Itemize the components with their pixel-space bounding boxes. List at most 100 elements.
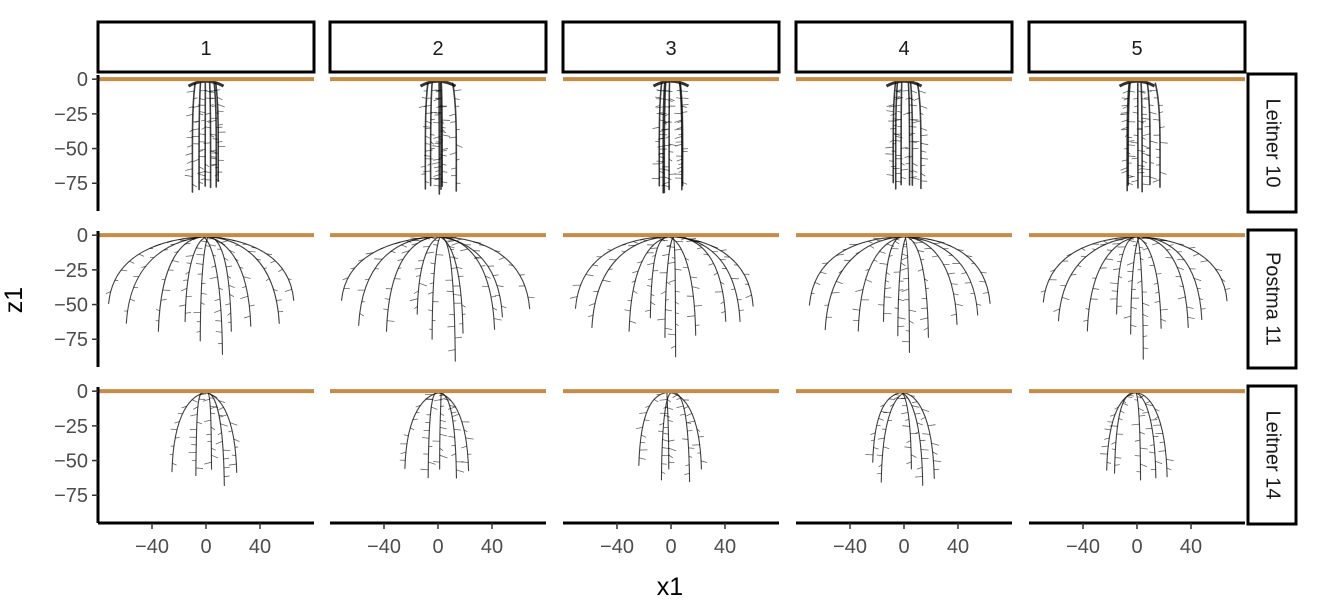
lateral-root	[674, 128, 682, 131]
lateral-root	[976, 303, 982, 306]
lateral-root	[423, 245, 430, 248]
facet-panel	[796, 77, 1012, 190]
lateral-root	[1104, 428, 1111, 431]
lateral-root	[688, 455, 693, 458]
lateral-root	[1121, 128, 1128, 131]
lateral-root	[1177, 266, 1184, 271]
lateral-root	[439, 426, 447, 430]
lateral-root	[682, 438, 689, 440]
lateral-root	[1149, 111, 1157, 115]
lateral-root	[1121, 104, 1129, 107]
lateral-root	[181, 405, 187, 409]
lateral-root	[865, 269, 870, 271]
lateral-root	[895, 172, 902, 175]
axes: 0 −25 −50 −75 0 −25 −50 −75 0 −25 −50 −75 −40 0 40 −40 0…	[54, 69, 1245, 558]
lateral-root	[447, 240, 455, 243]
lateral-root	[451, 167, 457, 170]
lateral-root	[204, 163, 210, 168]
lateral-root	[896, 90, 902, 93]
root-line	[198, 82, 202, 191]
lateral-root	[842, 248, 847, 251]
root-line	[1113, 392, 1134, 474]
lateral-root	[1142, 313, 1149, 318]
lateral-root	[185, 152, 193, 156]
lateral-root	[920, 157, 929, 160]
lateral-root	[1122, 105, 1128, 109]
lateral-root	[1165, 257, 1173, 259]
lateral-root	[690, 276, 698, 279]
lateral-root	[414, 267, 422, 270]
root-line	[872, 392, 903, 463]
lateral-root	[1154, 300, 1160, 303]
lateral-root	[713, 272, 718, 276]
lateral-root	[668, 439, 675, 442]
facet-panel	[1029, 233, 1245, 360]
lateral-root	[886, 174, 894, 176]
lateral-root	[192, 406, 199, 410]
root-line	[429, 82, 433, 187]
lateral-root	[193, 311, 201, 314]
lateral-root	[229, 249, 236, 254]
lateral-root	[479, 244, 485, 246]
lateral-root	[215, 331, 223, 333]
lateral-root	[836, 253, 844, 256]
lateral-root	[675, 323, 679, 326]
lateral-root	[890, 165, 896, 168]
facet-panel	[796, 233, 1012, 353]
lateral-root	[888, 160, 894, 162]
lateral-root	[1124, 133, 1129, 137]
lateral-root	[1104, 437, 1110, 440]
lateral-root	[155, 320, 159, 322]
lateral-root	[221, 243, 226, 246]
lateral-root	[449, 136, 457, 139]
lateral-root	[211, 156, 217, 158]
lateral-root	[1061, 296, 1070, 301]
lateral-root	[198, 181, 204, 185]
lateral-root	[703, 253, 709, 256]
root-crown	[1118, 79, 1156, 88]
lateral-root	[585, 274, 594, 277]
lateral-root	[1085, 308, 1090, 310]
lateral-root	[227, 275, 232, 279]
lateral-root	[621, 244, 627, 246]
lateral-root	[208, 119, 217, 123]
lateral-root	[658, 129, 664, 133]
lateral-root	[1200, 308, 1206, 310]
lateral-root	[905, 419, 910, 421]
facet-strip-col-label: 2	[432, 38, 443, 60]
lateral-root	[492, 307, 498, 311]
lateral-root	[1141, 160, 1148, 164]
lateral-root	[209, 133, 217, 136]
lateral-root	[1132, 111, 1139, 114]
lateral-root	[270, 260, 276, 264]
lateral-root	[957, 249, 964, 251]
lateral-root	[879, 262, 888, 265]
lateral-root	[838, 270, 843, 274]
lateral-root	[870, 439, 875, 442]
lateral-root	[400, 451, 407, 455]
lateral-root	[186, 160, 193, 164]
lateral-root	[870, 432, 876, 436]
lateral-root	[1077, 264, 1082, 268]
lateral-root	[730, 288, 735, 291]
lateral-root	[909, 119, 918, 121]
lateral-root	[211, 394, 218, 399]
root-line	[431, 236, 442, 340]
lateral-root	[920, 142, 929, 146]
lateral-root	[1187, 316, 1195, 320]
lateral-root	[248, 250, 256, 253]
lateral-root	[211, 97, 216, 100]
lateral-root	[1145, 401, 1151, 404]
x-tick-label: 0	[200, 536, 211, 558]
lateral-root	[1121, 119, 1129, 123]
lateral-root	[898, 298, 904, 302]
lateral-root	[342, 277, 349, 281]
lateral-root	[493, 274, 499, 276]
facet-strip-row-label: Leitner 14	[1262, 411, 1284, 500]
lateral-root	[473, 257, 482, 259]
lateral-root	[926, 238, 935, 241]
lateral-root	[924, 278, 929, 282]
lateral-root	[1133, 134, 1139, 136]
lateral-root	[877, 472, 882, 475]
facet-panel	[1029, 77, 1245, 193]
